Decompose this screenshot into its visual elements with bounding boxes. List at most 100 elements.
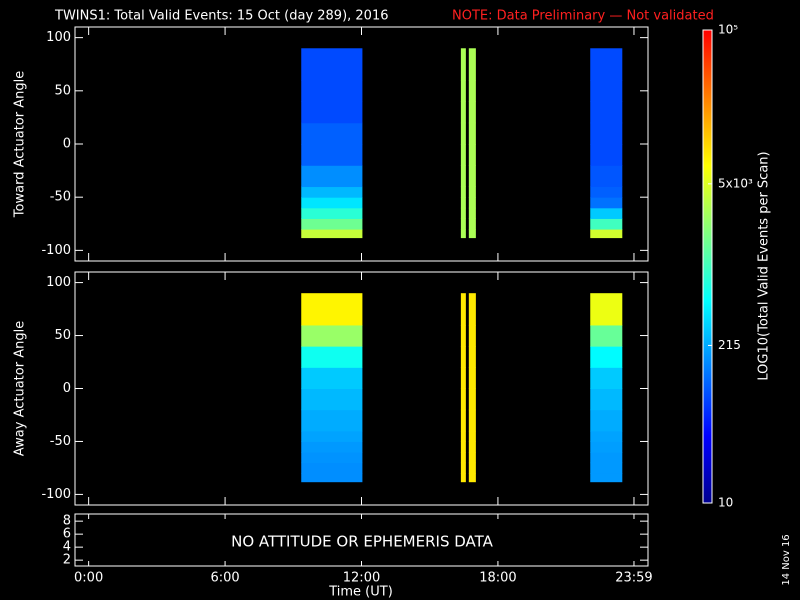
colorbar-swatch: [703, 114, 712, 116]
colorbar-swatch: [703, 225, 712, 227]
colorbar-swatch: [703, 297, 712, 299]
colorbar-swatch: [703, 373, 712, 375]
colorbar-swatch: [703, 325, 712, 327]
heatmap-cell: [301, 293, 363, 326]
heatmap-cell: [460, 473, 466, 483]
heatmap-cell: [468, 101, 476, 124]
colorbar-swatch: [703, 124, 712, 126]
colorbar-swatch: [703, 452, 712, 454]
colorbar-swatch: [703, 353, 712, 355]
colorbar-swatch: [703, 466, 712, 468]
colorbar-swatch: [703, 171, 712, 173]
colorbar-swatch: [703, 217, 712, 219]
colorbar-swatch: [703, 340, 712, 342]
colorbar-swatch: [703, 127, 712, 129]
colorbar-swatch: [703, 35, 712, 37]
colorbar-swatch: [703, 413, 712, 415]
colorbar-swatch: [703, 359, 712, 361]
y-tick-label: -50: [50, 434, 71, 449]
heatmap-cell: [301, 48, 363, 81]
note: NOTE: Data Preliminary — Not validated: [452, 9, 714, 24]
heatmap-cell: [468, 324, 476, 347]
colorbar-swatch: [703, 56, 712, 58]
colorbar-swatch: [703, 161, 712, 163]
colorbar-swatch: [703, 367, 712, 369]
colorbar-swatch: [703, 55, 712, 57]
colorbar-swatch: [703, 232, 712, 234]
colorbar-swatch: [703, 36, 712, 38]
colorbar-frame: [702, 29, 713, 504]
colorbar-swatch: [703, 95, 712, 97]
colorbar-swatch: [703, 378, 712, 380]
colorbar-swatch: [703, 402, 712, 404]
colorbar-swatch: [703, 298, 712, 300]
colorbar-swatch: [703, 65, 712, 67]
colorbar-swatch: [703, 396, 712, 398]
colorbar-swatch: [703, 280, 712, 282]
colorbar-swatch: [703, 123, 712, 125]
heatmap-cell: [590, 367, 623, 389]
heatmap-cell: [301, 122, 363, 145]
colorbar-swatch: [703, 403, 712, 405]
heatmap-cell: [468, 441, 476, 453]
colorbar-swatch: [703, 400, 712, 402]
colorbar-swatch: [703, 122, 712, 124]
colorbar-swatch: [703, 184, 712, 186]
colorbar-swatch: [703, 60, 712, 62]
colorbar-swatch: [703, 469, 712, 471]
colorbar-swatch: [703, 63, 712, 65]
colorbar-swatch: [703, 175, 712, 177]
colorbar-swatch: [703, 489, 712, 491]
colorbar-swatch: [703, 97, 712, 99]
colorbar-swatch: [703, 40, 712, 42]
colorbar-swatch: [703, 135, 712, 137]
colorbar-swatch: [703, 438, 712, 440]
colorbar-swatch: [703, 62, 712, 64]
colorbar-swatch: [703, 227, 712, 229]
heatmap-cell: [468, 452, 476, 464]
colorbar-swatch: [703, 228, 712, 230]
colorbar-swatch: [703, 499, 712, 501]
colorbar-swatch: [703, 120, 712, 122]
colorbar-swatch: [703, 416, 712, 418]
colorbar-swatch: [703, 319, 712, 321]
colorbar-swatch: [703, 46, 712, 48]
colorbar-swatch: [703, 140, 712, 142]
colorbar-swatch: [703, 497, 712, 499]
colorbar-swatch: [703, 242, 712, 244]
colorbar-swatch: [703, 484, 712, 486]
colorbar-swatch: [703, 100, 712, 102]
y-tick-label: -100: [41, 487, 71, 502]
colorbar-swatch: [703, 220, 712, 222]
heatmap-cell: [590, 229, 623, 239]
colorbar-swatch: [703, 461, 712, 463]
heatmap-cell: [468, 473, 476, 483]
colorbar-swatch: [703, 103, 712, 105]
colorbar-swatch: [703, 500, 712, 502]
colorbar-swatch: [703, 483, 712, 485]
colorbar-swatch: [703, 302, 712, 304]
colorbar-swatch: [703, 481, 712, 483]
colorbar-swatch: [703, 318, 712, 320]
colorbar-swatch: [703, 118, 712, 120]
colorbar-swatch: [703, 252, 712, 254]
heatmap-cell: [301, 367, 363, 389]
colorbar-swatch: [703, 361, 712, 363]
heatmap-cell: [590, 218, 623, 230]
colorbar-swatch: [703, 331, 712, 333]
colorbar-swatch: [703, 424, 712, 426]
colorbar-swatch: [703, 453, 712, 455]
colorbar-swatch: [703, 187, 712, 189]
heatmap-cell: [468, 346, 476, 368]
colorbar-swatch: [703, 188, 712, 190]
colorbar-swatch: [703, 234, 712, 236]
colorbar-swatch: [703, 226, 712, 228]
colorbar-swatch: [703, 48, 712, 50]
colorbar-swatch: [703, 304, 712, 306]
colorbar-swatch: [703, 288, 712, 290]
colorbar-swatch: [703, 464, 712, 466]
colorbar-swatch: [703, 289, 712, 291]
colorbar-swatch: [703, 146, 712, 148]
colorbar-swatch: [703, 407, 712, 409]
colorbar-swatch: [703, 376, 712, 378]
